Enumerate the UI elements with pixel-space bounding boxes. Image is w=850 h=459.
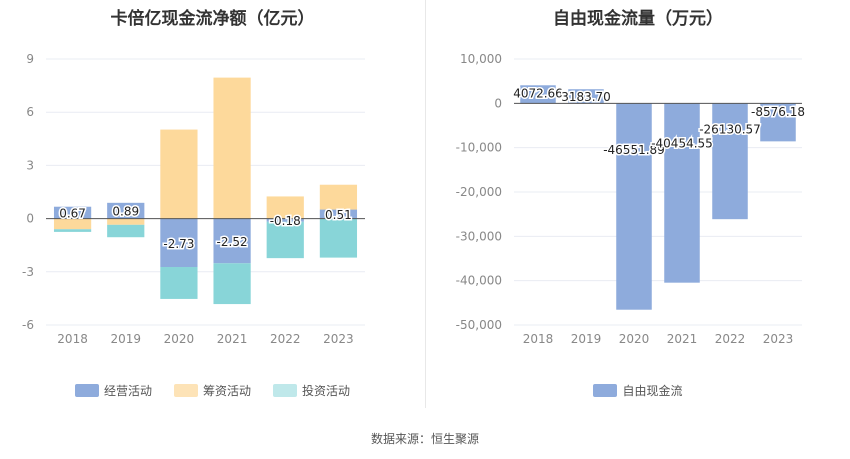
x-tick-label: 2019 [110, 332, 141, 346]
bar-自由现金流-2023 [760, 103, 796, 142]
data-label: -0.18 [270, 214, 301, 228]
legend-swatch-investing [273, 384, 297, 397]
right-chart-panel: 自由现金流量（万元） -50,000 -40,000 -30,000 -20,000-… [426, 0, 850, 410]
data-label: -40454.55 [651, 137, 713, 151]
bar-自由现金流-2020 [616, 103, 652, 310]
bar-投资活动-2022 [266, 221, 304, 259]
x-tick-label: 2018 [57, 332, 88, 346]
right-chart-svg: -50,000 -40,000 -30,000 -20,000 -10,000 0 10,0… [456, 52, 807, 346]
bar-筹资活动-2022 [266, 196, 304, 219]
bar-经营活动-2023 [319, 209, 358, 219]
legend-swatch-financing [173, 384, 198, 397]
x-tick-label: 2020 [164, 332, 195, 346]
y-tick-label: -20,000 [456, 185, 502, 199]
y-tick-label: 9 [26, 52, 34, 66]
legend-swatch-free-cash-flow [593, 384, 618, 397]
bar-投资活动-2020 [160, 267, 198, 299]
x-tick-label: 2021 [667, 332, 698, 346]
left-chart-title: 卡倍亿现金流净额（亿元） [110, 9, 315, 29]
y-tick-label: -3 [22, 265, 34, 279]
legend-item-free-cash-flow[interactable]: 自由现金流 [593, 382, 683, 399]
data-label: -8576.18 [751, 105, 805, 119]
y-tick-label: -30,000 [456, 229, 502, 243]
legend-label-financing: 筹资活动 [202, 384, 251, 398]
bar-自由现金流-2018 [520, 85, 556, 104]
y-tick-label: -10,000 [456, 141, 502, 155]
bar-自由现金流-2019 [568, 89, 604, 104]
y-tick-label: -40,000 [456, 274, 502, 288]
legend-label-free-cash-flow: 自由现金流 [622, 384, 683, 398]
data-label: -26130.57 [699, 122, 761, 136]
x-tick-label: 2023 [763, 332, 794, 346]
data-label: 0.89 [112, 205, 139, 219]
left-chart-panel: 卡倍亿现金流净额（亿元） -6 -3 0 3 6 9 2018 2019 2020 2021 202… [0, 0, 425, 410]
data-label: 0.51 [325, 208, 352, 222]
y-tick-label: 0 [26, 212, 34, 226]
data-label: -2.52 [217, 235, 248, 249]
legend-item-financing[interactable]: 筹资活动 [173, 382, 251, 399]
legend-item-operating[interactable]: 经营活动 [74, 382, 152, 399]
bar-筹资活动-2021 [213, 77, 251, 219]
legend-item-investing[interactable]: 投资活动 [273, 382, 350, 399]
bar-自由现金流-2021 [664, 103, 700, 283]
y-tick-label: 10,000 [460, 52, 502, 66]
x-tick-label: 2018 [523, 332, 554, 346]
x-tick-label: 2020 [619, 332, 650, 346]
bar-投资活动-2023 [319, 218, 358, 258]
legend-label-investing: 投资活动 [302, 384, 351, 398]
left-chart-svg: -6 -3 0 3 6 9 2018 2019 2020 2021 2022 2023 0.67 0.89… [22, 52, 365, 346]
x-tick-label: 2021 [217, 332, 248, 346]
x-tick-label: 2022 [715, 332, 746, 346]
panel-divider [425, 0, 426, 408]
x-tick-label: 2022 [270, 332, 301, 346]
bar-筹资活动-2019 [107, 218, 145, 225]
legend-swatch-operating [74, 384, 99, 397]
data-source-note: 数据来源：恒生聚源 [370, 432, 479, 446]
y-tick-label: 3 [26, 158, 34, 172]
bar-经营活动-2022 [266, 218, 304, 222]
right-chart-legend: 自由现金流 [426, 382, 850, 399]
bar-筹资活动-2020 [160, 129, 198, 219]
y-tick-label: 0 [494, 96, 502, 110]
bar-经营活动-2020 [160, 218, 198, 268]
bar-经营活动-2019 [107, 202, 145, 219]
bar-投资活动-2018 [53, 229, 92, 232]
bar-投资活动-2019 [107, 224, 145, 238]
y-tick-label: -6 [22, 318, 34, 332]
left-chart-legend: 经营活动 筹资活动 投资活动 [0, 382, 425, 399]
data-label: 0.67 [59, 207, 86, 221]
y-tick-label: -50,000 [456, 318, 502, 332]
data-label: -46551.89 [603, 143, 665, 157]
bar-筹资活动-2018 [53, 218, 92, 230]
legend-label-operating: 经营活动 [103, 384, 152, 398]
data-label: 4072.66 [513, 86, 563, 100]
y-tick-label: 6 [26, 105, 34, 119]
bar-自由现金流-2022 [712, 103, 748, 220]
bar-投资活动-2021 [213, 263, 251, 305]
x-tick-label: 2023 [323, 332, 354, 346]
bar-经营活动-2021 [213, 218, 251, 264]
bar-筹资活动-2023 [319, 184, 358, 210]
data-label: -2.73 [163, 237, 194, 251]
bar-经营活动-2018 [53, 206, 92, 219]
x-tick-label: 2019 [571, 332, 602, 346]
data-label: 3183.70 [561, 90, 611, 104]
right-chart-title: 自由现金流量（万元） [553, 9, 723, 29]
